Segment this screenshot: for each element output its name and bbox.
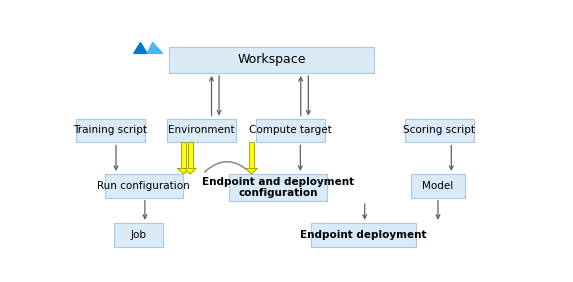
Text: Compute target: Compute target [249,125,332,135]
FancyBboxPatch shape [411,174,465,198]
FancyBboxPatch shape [170,47,374,73]
Bar [187,142,193,168]
Polygon shape [134,43,147,53]
Polygon shape [147,43,163,53]
FancyBboxPatch shape [405,118,473,142]
FancyBboxPatch shape [105,174,183,198]
FancyBboxPatch shape [167,118,236,142]
FancyBboxPatch shape [229,174,327,201]
Bar [181,142,186,168]
Text: Endpoint and deployment
configuration: Endpoint and deployment configuration [202,177,354,198]
Polygon shape [185,168,196,174]
Text: Workspace: Workspace [237,53,306,66]
Text: Job: Job [130,230,146,240]
Text: Environment: Environment [168,125,235,135]
Polygon shape [246,168,257,174]
FancyBboxPatch shape [256,118,325,142]
Text: Run configuration: Run configuration [97,181,190,191]
Bar [249,142,254,168]
FancyBboxPatch shape [312,223,416,247]
Polygon shape [178,168,190,174]
Text: Model: Model [422,181,454,191]
Text: Scoring script: Scoring script [403,125,475,135]
FancyBboxPatch shape [76,118,145,142]
Text: Endpoint deployment: Endpoint deployment [300,230,427,240]
Text: Training script: Training script [73,125,147,135]
FancyBboxPatch shape [114,223,163,247]
